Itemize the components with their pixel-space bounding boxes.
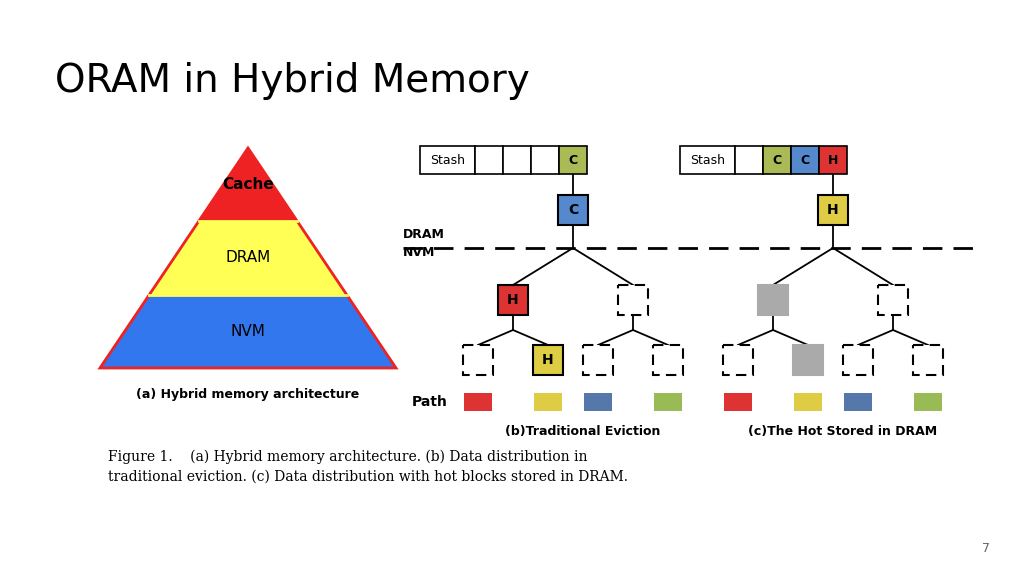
FancyBboxPatch shape	[583, 345, 613, 375]
Text: C: C	[568, 203, 579, 217]
Text: traditional eviction. (c) Data distribution with hot blocks stored in DRAM.: traditional eviction. (c) Data distribut…	[108, 470, 628, 484]
FancyBboxPatch shape	[913, 345, 943, 375]
Polygon shape	[199, 148, 297, 221]
FancyBboxPatch shape	[420, 146, 475, 174]
Text: C: C	[772, 153, 781, 166]
FancyBboxPatch shape	[791, 146, 819, 174]
Text: Figure 1.    (a) Hybrid memory architecture. (b) Data distribution in: Figure 1. (a) Hybrid memory architecture…	[108, 450, 588, 464]
Text: Stash: Stash	[690, 153, 725, 166]
FancyBboxPatch shape	[843, 345, 873, 375]
Text: NVM: NVM	[403, 245, 435, 259]
Text: 7: 7	[982, 542, 990, 555]
FancyBboxPatch shape	[735, 146, 763, 174]
FancyBboxPatch shape	[914, 393, 942, 411]
Text: Cache: Cache	[222, 177, 273, 192]
Polygon shape	[100, 295, 396, 368]
FancyBboxPatch shape	[475, 146, 503, 174]
FancyBboxPatch shape	[618, 285, 648, 315]
FancyBboxPatch shape	[724, 393, 752, 411]
FancyBboxPatch shape	[793, 345, 823, 375]
FancyBboxPatch shape	[503, 146, 531, 174]
Text: NVM: NVM	[230, 324, 265, 339]
FancyBboxPatch shape	[534, 393, 562, 411]
FancyBboxPatch shape	[534, 345, 563, 375]
FancyBboxPatch shape	[763, 146, 791, 174]
Text: C: C	[801, 153, 810, 166]
FancyBboxPatch shape	[794, 393, 822, 411]
FancyBboxPatch shape	[680, 146, 735, 174]
Text: (c)The Hot Stored in DRAM: (c)The Hot Stored in DRAM	[749, 425, 938, 438]
FancyBboxPatch shape	[878, 285, 908, 315]
Text: ORAM in Hybrid Memory: ORAM in Hybrid Memory	[55, 62, 529, 100]
FancyBboxPatch shape	[498, 285, 528, 315]
FancyBboxPatch shape	[531, 146, 559, 174]
FancyBboxPatch shape	[559, 146, 587, 174]
FancyBboxPatch shape	[464, 393, 492, 411]
FancyBboxPatch shape	[819, 146, 847, 174]
Polygon shape	[150, 221, 347, 295]
Text: H: H	[827, 153, 839, 166]
FancyBboxPatch shape	[654, 393, 682, 411]
Text: C: C	[568, 153, 578, 166]
Text: H: H	[542, 353, 554, 367]
Text: Path: Path	[412, 395, 447, 409]
Text: (b)Traditional Eviction: (b)Traditional Eviction	[505, 425, 660, 438]
Text: (a) Hybrid memory architecture: (a) Hybrid memory architecture	[136, 388, 359, 401]
Text: Stash: Stash	[430, 153, 465, 166]
FancyBboxPatch shape	[558, 195, 588, 225]
Text: H: H	[827, 203, 839, 217]
FancyBboxPatch shape	[463, 345, 493, 375]
FancyBboxPatch shape	[653, 345, 683, 375]
FancyBboxPatch shape	[818, 195, 848, 225]
FancyBboxPatch shape	[584, 393, 612, 411]
FancyBboxPatch shape	[758, 285, 788, 315]
Text: DRAM: DRAM	[225, 251, 270, 266]
Text: H: H	[507, 293, 519, 307]
Text: DRAM: DRAM	[403, 228, 444, 241]
FancyBboxPatch shape	[723, 345, 753, 375]
FancyBboxPatch shape	[844, 393, 872, 411]
